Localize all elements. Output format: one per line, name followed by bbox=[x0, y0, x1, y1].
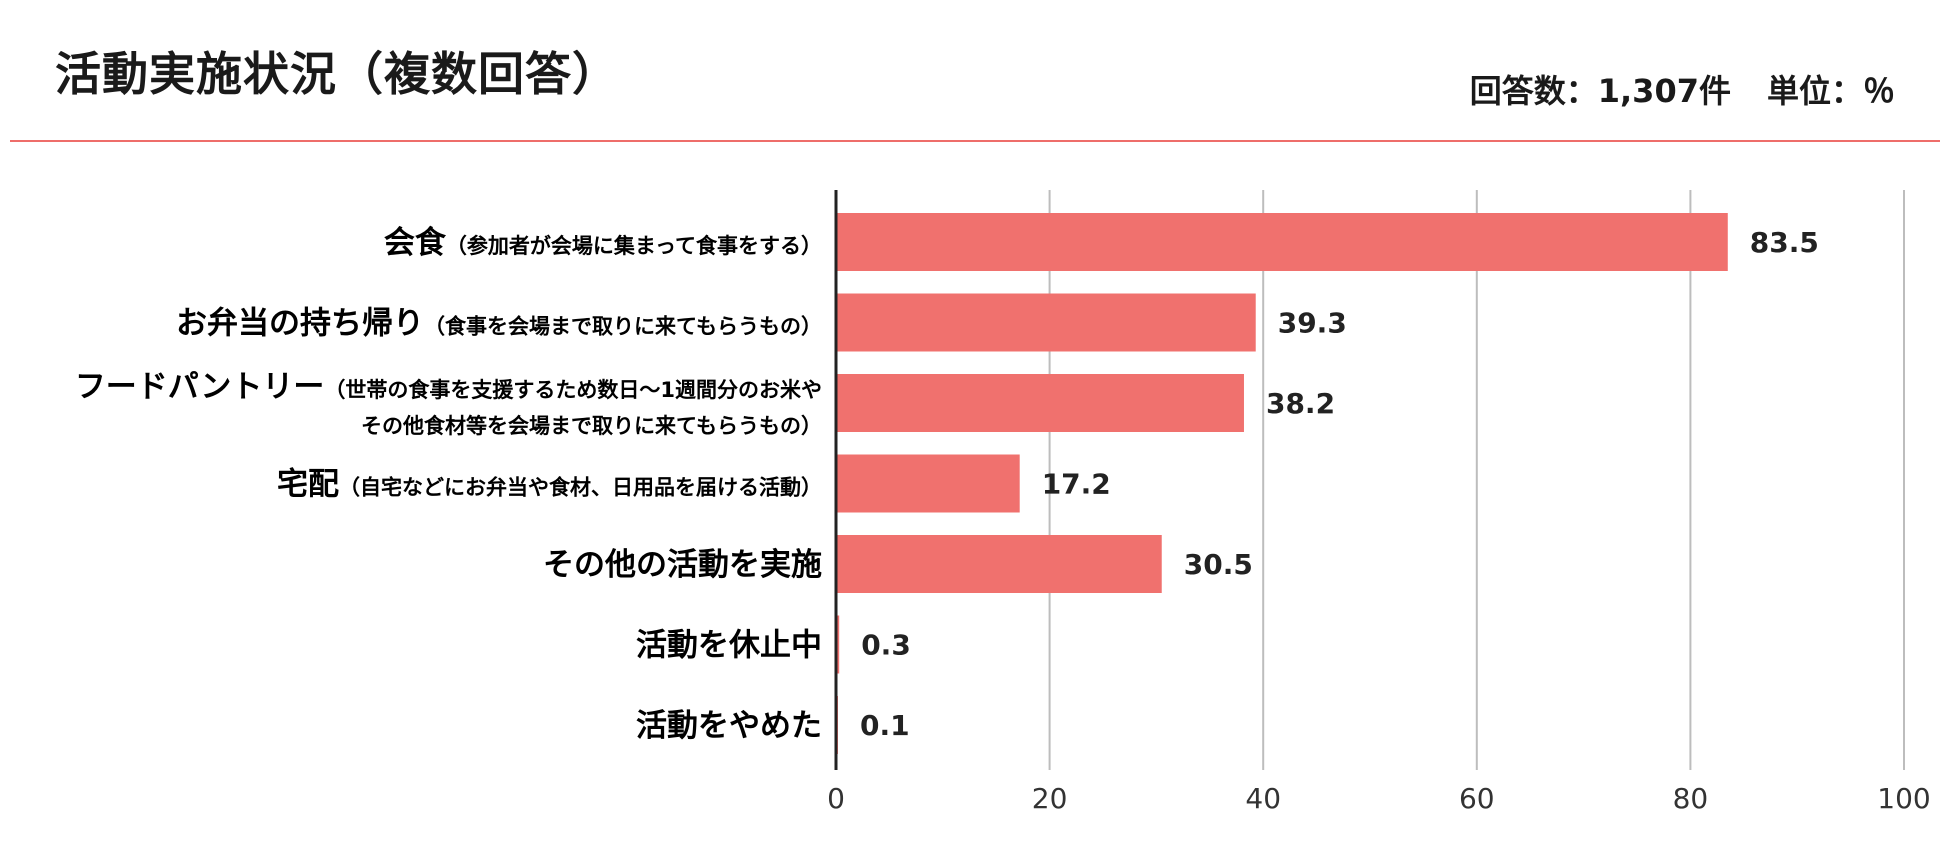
value-label: 30.5 bbox=[1184, 548, 1253, 581]
response-count: 回答数：1,307件 bbox=[1469, 72, 1731, 110]
category-main: 宅配 bbox=[277, 467, 339, 503]
category-label: お弁当の持ち帰り（食事を会場まで取りに来てもらうもの） bbox=[176, 306, 822, 342]
category-label: 宅配（自宅などにお弁当や食材、日用品を届ける活動） bbox=[277, 467, 822, 503]
x-tick-label: 100 bbox=[1877, 782, 1930, 815]
bar bbox=[836, 213, 1728, 271]
chart-meta: 回答数：1,307件 単位：％ bbox=[1470, 66, 1895, 112]
chart-title: 活動実施状況（複数回答） bbox=[55, 47, 619, 101]
category-main: お弁当の持ち帰り bbox=[176, 306, 424, 342]
category-sub: （世帯の食事を支援するため数日〜1週間分のお米や bbox=[324, 378, 822, 402]
category-label: その他の活動を実施 bbox=[543, 547, 822, 583]
x-tick-label: 40 bbox=[1245, 782, 1281, 815]
unit-label: 単位：％ bbox=[1766, 72, 1895, 110]
category-main: 活動を休止中 bbox=[636, 628, 822, 664]
value-label: 83.5 bbox=[1750, 226, 1819, 259]
bar bbox=[836, 615, 840, 674]
category-main: 会食 bbox=[384, 225, 447, 261]
value-label: 17.2 bbox=[1042, 468, 1111, 501]
value-label: 0.1 bbox=[860, 709, 910, 742]
x-tick-label: 60 bbox=[1459, 782, 1495, 815]
x-tick-label: 80 bbox=[1673, 782, 1709, 815]
bar bbox=[836, 454, 1020, 513]
bar bbox=[836, 374, 1244, 432]
category-sub: その他食材等を会場まで取りに来てもらうもの） bbox=[361, 414, 822, 438]
value-label: 0.3 bbox=[861, 629, 911, 662]
category-label: 活動をやめた bbox=[636, 708, 822, 744]
x-tick-label: 20 bbox=[1032, 782, 1068, 815]
bar bbox=[836, 535, 1162, 593]
value-label: 39.3 bbox=[1278, 307, 1347, 340]
category-main: その他の活動を実施 bbox=[543, 547, 822, 583]
title-divider bbox=[10, 140, 1940, 142]
category-sub: （参加者が会場に集まって食事をする） bbox=[446, 234, 822, 258]
category-sub: （自宅などにお弁当や食材、日用品を届ける活動） bbox=[339, 476, 822, 500]
category-label: 活動を休止中 bbox=[636, 628, 822, 664]
bar bbox=[836, 293, 1256, 352]
category-main: フードパントリー bbox=[75, 369, 325, 405]
x-tick-label: 0 bbox=[827, 782, 845, 815]
category-label: フードパントリー（世帯の食事を支援するため数日〜1週間分のお米や bbox=[75, 369, 822, 405]
category-main: 活動をやめた bbox=[636, 708, 822, 744]
category-sub: （食事を会場まで取りに来てもらうもの） bbox=[424, 315, 822, 339]
category-label: 会食（参加者が会場に集まって食事をする） bbox=[384, 225, 822, 261]
value-label: 38.2 bbox=[1266, 387, 1335, 420]
